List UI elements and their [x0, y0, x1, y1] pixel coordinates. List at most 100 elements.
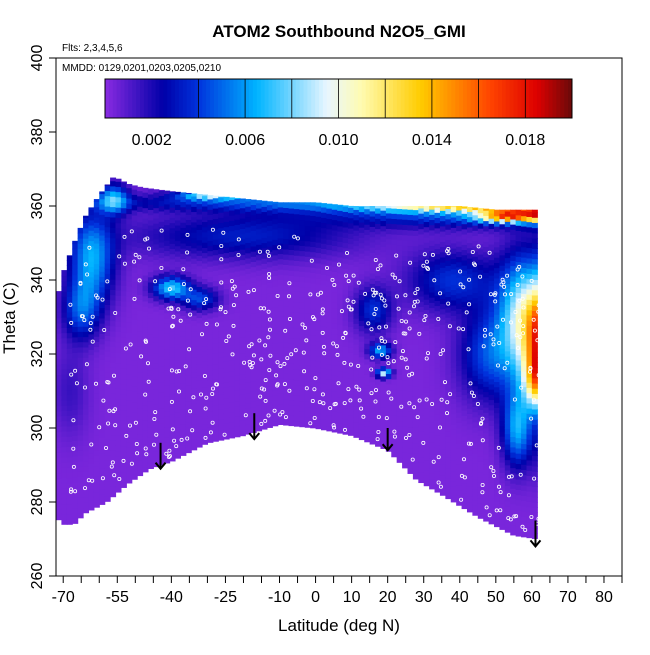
- heatmap-cell: [126, 311, 133, 318]
- heatmap-cell: [439, 386, 446, 393]
- heatmap-cell: [174, 385, 181, 392]
- heatmap-cell: [147, 411, 154, 418]
- heatmap-cell: [104, 237, 111, 243]
- heatmap-cell: [483, 267, 490, 273]
- heatmap-cell: [320, 388, 327, 395]
- heatmap-cell: [61, 513, 68, 520]
- heatmap-cell: [142, 228, 149, 235]
- heatmap-cell: [320, 357, 327, 363]
- heatmap-cell: [396, 218, 403, 225]
- heatmap-cell: [515, 458, 522, 465]
- heatmap-cell: [229, 318, 236, 325]
- heatmap-cell: [93, 258, 100, 265]
- heatmap-cell: [234, 415, 241, 422]
- heatmap-cell: [342, 273, 349, 280]
- heatmap-cell: [526, 506, 533, 513]
- heatmap-cell: [142, 342, 149, 349]
- heatmap-cell: [283, 404, 290, 411]
- heatmap-cell: [239, 357, 246, 364]
- heatmap-cell: [521, 231, 528, 237]
- heatmap-cell: [158, 350, 165, 357]
- heatmap-cell: [348, 424, 355, 431]
- heatmap-cell: [358, 418, 365, 425]
- heatmap-cell: [466, 371, 473, 378]
- heatmap-cell: [142, 192, 149, 198]
- heatmap-cell: [126, 260, 133, 266]
- heatmap-cell: [66, 482, 73, 489]
- sample-point: [374, 290, 379, 295]
- sample-point: [334, 344, 339, 349]
- heatmap-cell: [326, 218, 333, 225]
- heatmap-cell: [396, 441, 403, 448]
- heatmap-cell: [477, 279, 484, 286]
- heatmap-cell: [337, 220, 344, 227]
- heatmap-cell: [72, 248, 79, 255]
- heatmap-cell: [137, 190, 144, 197]
- heatmap-cell: [88, 219, 95, 226]
- heatmap-cell: [407, 297, 414, 303]
- heatmap-cell: [385, 368, 392, 375]
- heatmap-cell: [174, 406, 181, 413]
- heatmap-cell: [483, 355, 490, 361]
- heatmap-cell: [131, 199, 138, 206]
- heatmap-cell: [88, 401, 95, 407]
- heatmap-cell: [445, 265, 452, 272]
- heatmap-cell: [423, 418, 430, 425]
- heatmap-cell: [407, 416, 414, 423]
- heatmap-cell: [342, 346, 349, 352]
- heatmap-cell: [488, 209, 495, 214]
- heatmap-cell: [153, 207, 160, 214]
- heatmap-cell: [499, 472, 506, 479]
- sample-point: [439, 397, 444, 402]
- heatmap-cell: [396, 317, 403, 323]
- heatmap-cell: [396, 239, 403, 246]
- heatmap-cell: [412, 447, 419, 454]
- heatmap-cell: [412, 261, 419, 268]
- heatmap-cell: [515, 515, 522, 522]
- heatmap-cell: [418, 244, 425, 250]
- heatmap-cell: [402, 333, 409, 339]
- heatmap-cell: [77, 460, 84, 467]
- heatmap-cell: [472, 354, 479, 361]
- heatmap-cell: [115, 393, 122, 400]
- heatmap-cell: [185, 219, 192, 226]
- heatmap-cell: [99, 338, 106, 345]
- heatmap-cell: [515, 478, 522, 485]
- heatmap-cell: [142, 399, 149, 406]
- heatmap-cell: [521, 490, 528, 496]
- heatmap-cell: [245, 263, 252, 269]
- sample-point: [127, 423, 132, 428]
- heatmap-cell: [110, 247, 117, 254]
- heatmap-cell: [369, 304, 376, 310]
- heatmap-cell: [131, 225, 138, 232]
- heatmap-cell: [488, 212, 495, 219]
- heatmap-cell: [153, 419, 160, 426]
- heatmap-cell: [348, 357, 355, 364]
- heatmap-cell: [83, 507, 90, 514]
- heatmap-cell: [515, 359, 522, 366]
- heatmap-cell: [494, 391, 501, 398]
- heatmap-cell: [180, 330, 187, 337]
- heatmap-cell: [234, 270, 241, 277]
- heatmap-cell: [93, 419, 100, 425]
- heatmap-cell: [466, 460, 473, 466]
- heatmap-cell: [153, 311, 160, 317]
- heatmap-cell: [515, 240, 522, 247]
- heatmap-cell: [266, 344, 273, 351]
- heatmap-cell: [142, 243, 149, 250]
- heatmap-cell: [315, 387, 322, 393]
- heatmap-cell: [277, 393, 284, 400]
- heatmap-cell: [142, 202, 149, 209]
- heatmap-cell: [126, 291, 133, 297]
- heatmap-cell: [472, 370, 479, 376]
- heatmap-cell: [120, 368, 127, 374]
- heatmap-cell: [158, 366, 165, 373]
- heatmap-cell: [256, 223, 263, 230]
- heatmap-cell: [310, 313, 317, 320]
- sample-point: [210, 227, 215, 232]
- heatmap-cell: [353, 380, 360, 387]
- heatmap-cell: [261, 320, 268, 327]
- heatmap-cell: [164, 426, 171, 433]
- heatmap-cell: [234, 369, 241, 376]
- heatmap-cell: [407, 224, 414, 231]
